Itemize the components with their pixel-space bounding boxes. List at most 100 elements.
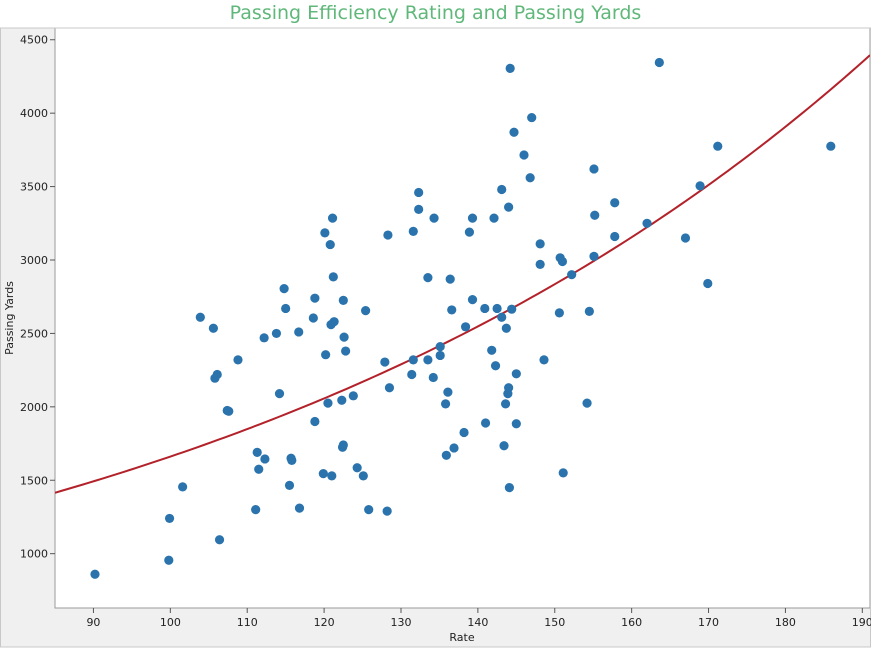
data-point	[440, 399, 451, 409]
data-point	[826, 141, 836, 151]
data-point	[384, 383, 395, 393]
data-point	[414, 204, 424, 214]
data-point	[361, 306, 371, 316]
data-point	[284, 480, 295, 490]
data-point	[260, 454, 270, 464]
data-point	[323, 398, 333, 408]
y-axis-title: Passing Yards	[3, 281, 16, 355]
data-point	[352, 463, 362, 473]
data-point	[428, 372, 438, 383]
data-point	[527, 112, 537, 123]
data-point	[164, 513, 175, 524]
data-point	[90, 569, 100, 579]
data-point	[212, 369, 222, 380]
x-tick-label: 190	[852, 616, 871, 629]
data-point	[654, 57, 664, 68]
data-point	[680, 233, 691, 243]
data-point	[337, 395, 347, 405]
data-point	[504, 482, 514, 493]
data-point	[703, 278, 713, 289]
data-point	[341, 346, 351, 356]
data-point	[713, 141, 723, 151]
data-point	[500, 399, 511, 409]
plot-frame	[54, 27, 871, 609]
data-point	[441, 450, 451, 460]
x-tick-label: 150	[544, 616, 565, 629]
x-tick-label: 130	[390, 616, 411, 629]
data-point	[539, 355, 549, 365]
x-tick-label: 100	[160, 616, 181, 629]
x-tick-label: 110	[237, 616, 258, 629]
data-point	[310, 293, 320, 303]
data-point	[195, 312, 205, 322]
y-tick-label: 3500	[20, 181, 48, 194]
data-point	[610, 198, 620, 208]
data-point	[414, 187, 424, 198]
data-point	[279, 284, 289, 294]
data-point	[584, 306, 594, 316]
data-point	[338, 440, 348, 450]
axis-corner	[0, 608, 55, 647]
data-point	[338, 295, 348, 305]
data-point	[558, 468, 568, 478]
x-axis: 90 100 110 120 130 140 150 160 170 180 190	[86, 608, 871, 629]
data-point	[501, 323, 511, 333]
y-axis-margin	[0, 28, 55, 647]
x-tick-label: 140	[467, 616, 488, 629]
data-point	[325, 239, 335, 250]
data-point	[497, 312, 507, 322]
data-point	[254, 464, 264, 474]
data-point	[178, 482, 188, 492]
data-point	[287, 455, 297, 466]
data-point	[164, 555, 174, 565]
data-point	[435, 350, 445, 361]
data-point	[487, 345, 497, 355]
x-axis-title: Rate	[449, 631, 474, 644]
data-point	[497, 184, 507, 195]
data-point	[554, 308, 564, 318]
y-axis: 1000 1500 2000 2500 3000 3500 4000 4500	[20, 34, 55, 561]
data-point	[308, 313, 318, 323]
data-point	[492, 303, 502, 314]
data-point	[464, 227, 475, 237]
data-point	[504, 202, 514, 212]
fit-curve	[55, 54, 870, 494]
y-tick-label: 4500	[20, 34, 48, 47]
data-point	[329, 317, 339, 327]
data-point	[408, 355, 418, 365]
data-point	[320, 228, 330, 238]
data-point	[582, 398, 592, 408]
data-point	[460, 322, 471, 332]
x-tick-label: 160	[621, 616, 642, 629]
data-point	[252, 447, 262, 457]
data-point	[224, 406, 234, 416]
data-point	[339, 332, 349, 342]
data-point	[449, 443, 459, 453]
data-point	[589, 164, 599, 174]
data-point	[423, 355, 433, 365]
chart-title: Passing Efficiency Rating and Passing Ya…	[229, 2, 642, 24]
data-point	[348, 391, 358, 401]
data-point	[467, 213, 478, 223]
data-point	[383, 230, 393, 240]
data-point	[328, 272, 338, 282]
data-point	[499, 441, 509, 451]
data-point	[511, 369, 521, 379]
data-point	[535, 259, 545, 270]
x-tick-label: 120	[314, 616, 335, 629]
data-point	[509, 127, 519, 137]
data-point	[327, 213, 338, 223]
x-axis-margin	[55, 608, 870, 647]
data-point	[695, 181, 705, 191]
data-point	[294, 503, 305, 513]
data-point	[429, 213, 439, 223]
x-tick-label: 170	[698, 616, 719, 629]
data-point	[589, 251, 599, 261]
data-point	[382, 506, 392, 516]
data-point	[557, 256, 568, 267]
data-point	[358, 471, 368, 481]
scatter-points	[90, 57, 836, 579]
data-point	[259, 333, 269, 343]
data-point	[408, 226, 418, 236]
